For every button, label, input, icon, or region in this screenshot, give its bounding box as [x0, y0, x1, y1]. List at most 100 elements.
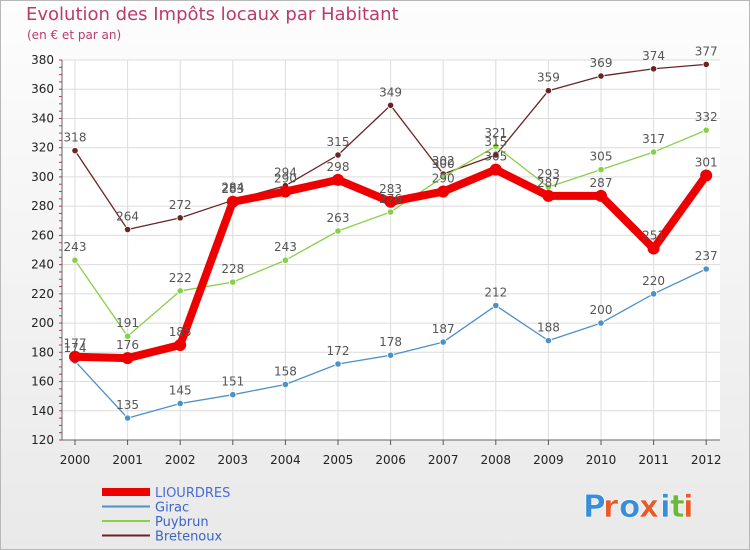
x-tick-label: 2011 [638, 453, 669, 467]
data-label-girac: 158 [274, 364, 297, 378]
data-label-girac: 151 [221, 375, 244, 389]
data-point-puybrun [176, 287, 184, 295]
data-label-girac: 212 [484, 286, 507, 300]
data-point-girac [649, 290, 658, 298]
data-label-girac: 237 [695, 249, 718, 263]
data-point-liourdres [69, 350, 81, 363]
legend-label-liourdres: LIOURDRES [155, 486, 230, 501]
logo-letter: t [670, 489, 685, 525]
chart-title: Evolution des Impôts locaux par Habitant [26, 4, 399, 25]
y-tick-label: 220 [31, 287, 54, 301]
data-point-girac [386, 351, 395, 359]
data-point-liourdres [437, 185, 450, 198]
data-point-girac [229, 391, 237, 399]
y-tick-label: 360 [31, 82, 54, 96]
data-point-girac [597, 319, 605, 327]
x-tick-label: 2001 [112, 453, 143, 467]
legend-label-bretenoux: Bretenoux [155, 530, 223, 545]
data-point-liourdres [226, 195, 239, 208]
data-label-bretenoux: 318 [64, 131, 87, 145]
data-point-girac [176, 399, 184, 408]
data-label-puybrun: 300 [432, 157, 455, 171]
y-tick-label: 380 [31, 53, 54, 67]
data-point-girac [281, 380, 289, 389]
data-label-bretenoux: 294 [274, 166, 297, 180]
logo-letter: i [660, 489, 671, 525]
x-tick-label: 2000 [60, 453, 91, 467]
x-tick-label: 2005 [323, 453, 354, 467]
data-label-puybrun: 263 [327, 211, 350, 225]
data-label-girac: 135 [116, 398, 139, 412]
y-tick-label: 140 [31, 404, 54, 418]
y-tick-label: 300 [31, 170, 54, 184]
data-point-puybrun [334, 227, 342, 235]
y-tick-label: 260 [31, 228, 54, 242]
x-tick-label: 2009 [533, 453, 564, 467]
data-label-puybrun: 317 [642, 132, 665, 146]
data-label-liourdres: 290 [432, 172, 455, 186]
data-label-bretenoux: 377 [695, 44, 718, 58]
data-point-liourdres [174, 339, 187, 351]
data-label-bretenoux: 264 [116, 210, 139, 224]
x-tick-label: 2007 [428, 453, 459, 467]
data-label-liourdres: 290 [274, 172, 297, 186]
x-tick-label: 2008 [481, 453, 512, 467]
data-label-girac: 200 [590, 303, 613, 317]
data-point-puybrun [71, 256, 79, 264]
data-point-puybrun [124, 332, 132, 340]
chart-subtitle: (en € et par an) [27, 28, 122, 42]
data-point-bretenoux [597, 72, 605, 80]
data-point-liourdres [647, 242, 660, 255]
data-point-puybrun [492, 142, 500, 150]
data-point-girac [544, 337, 553, 345]
data-label-puybrun: 276 [379, 192, 402, 206]
data-label-bretenoux: 284 [221, 180, 244, 194]
data-label-puybrun: 293 [537, 167, 560, 181]
data-label-girac: 220 [642, 274, 665, 288]
data-label-bretenoux: 315 [484, 135, 507, 149]
data-label-girac: 174 [64, 341, 87, 355]
data-label-liourdres: 283 [379, 182, 402, 196]
y-tick-label: 340 [31, 111, 54, 125]
logo-letter: i [683, 489, 694, 525]
data-point-bretenoux [176, 214, 184, 222]
data-point-puybrun [386, 208, 395, 216]
data-point-bretenoux [334, 151, 342, 159]
data-label-bretenoux: 272 [169, 198, 192, 212]
data-point-girac [439, 338, 447, 346]
data-label-bretenoux: 302 [432, 154, 455, 168]
data-point-bretenoux [702, 60, 710, 68]
data-point-liourdres [595, 189, 607, 202]
data-point-bretenoux [124, 225, 132, 234]
data-label-liourdres: 301 [695, 155, 718, 169]
x-tick-label: 2004 [270, 453, 301, 467]
data-point-girac [702, 265, 710, 273]
y-tick-label: 180 [31, 345, 54, 359]
data-label-puybrun: 191 [116, 316, 139, 330]
data-label-liourdres: 287 [590, 176, 613, 190]
data-point-liourdres [279, 185, 292, 198]
proxiti-logo: Pr ox i ti [583, 489, 694, 526]
data-label-liourdres: 177 [64, 337, 87, 351]
data-label-liourdres: 287 [537, 176, 560, 190]
data-point-liourdres [542, 189, 555, 202]
data-label-liourdres: 251 [642, 229, 665, 243]
series-layer [69, 60, 713, 422]
data-label-bretenoux: 349 [379, 85, 402, 99]
x-tick-label: 2006 [375, 453, 406, 467]
data-point-girac [492, 301, 500, 310]
legend-label-puybrun: Puybrun [155, 515, 209, 530]
data-label-puybrun: 321 [484, 126, 507, 140]
data-label-layer: 318 264 272 284 294 315 349 302 315 359 369 374 377 2… [64, 44, 718, 412]
data-point-bretenoux [386, 101, 395, 109]
logo-letter: r [603, 489, 619, 525]
logo-letter: P [583, 489, 606, 525]
data-label-puybrun: 243 [64, 240, 87, 254]
data-label-puybrun: 305 [590, 150, 613, 164]
data-point-puybrun [439, 173, 447, 181]
data-label-liourdres: 185 [169, 325, 192, 339]
data-label-liourdres: 305 [484, 150, 507, 164]
data-point-puybrun [281, 256, 289, 264]
data-point-liourdres [332, 173, 344, 186]
